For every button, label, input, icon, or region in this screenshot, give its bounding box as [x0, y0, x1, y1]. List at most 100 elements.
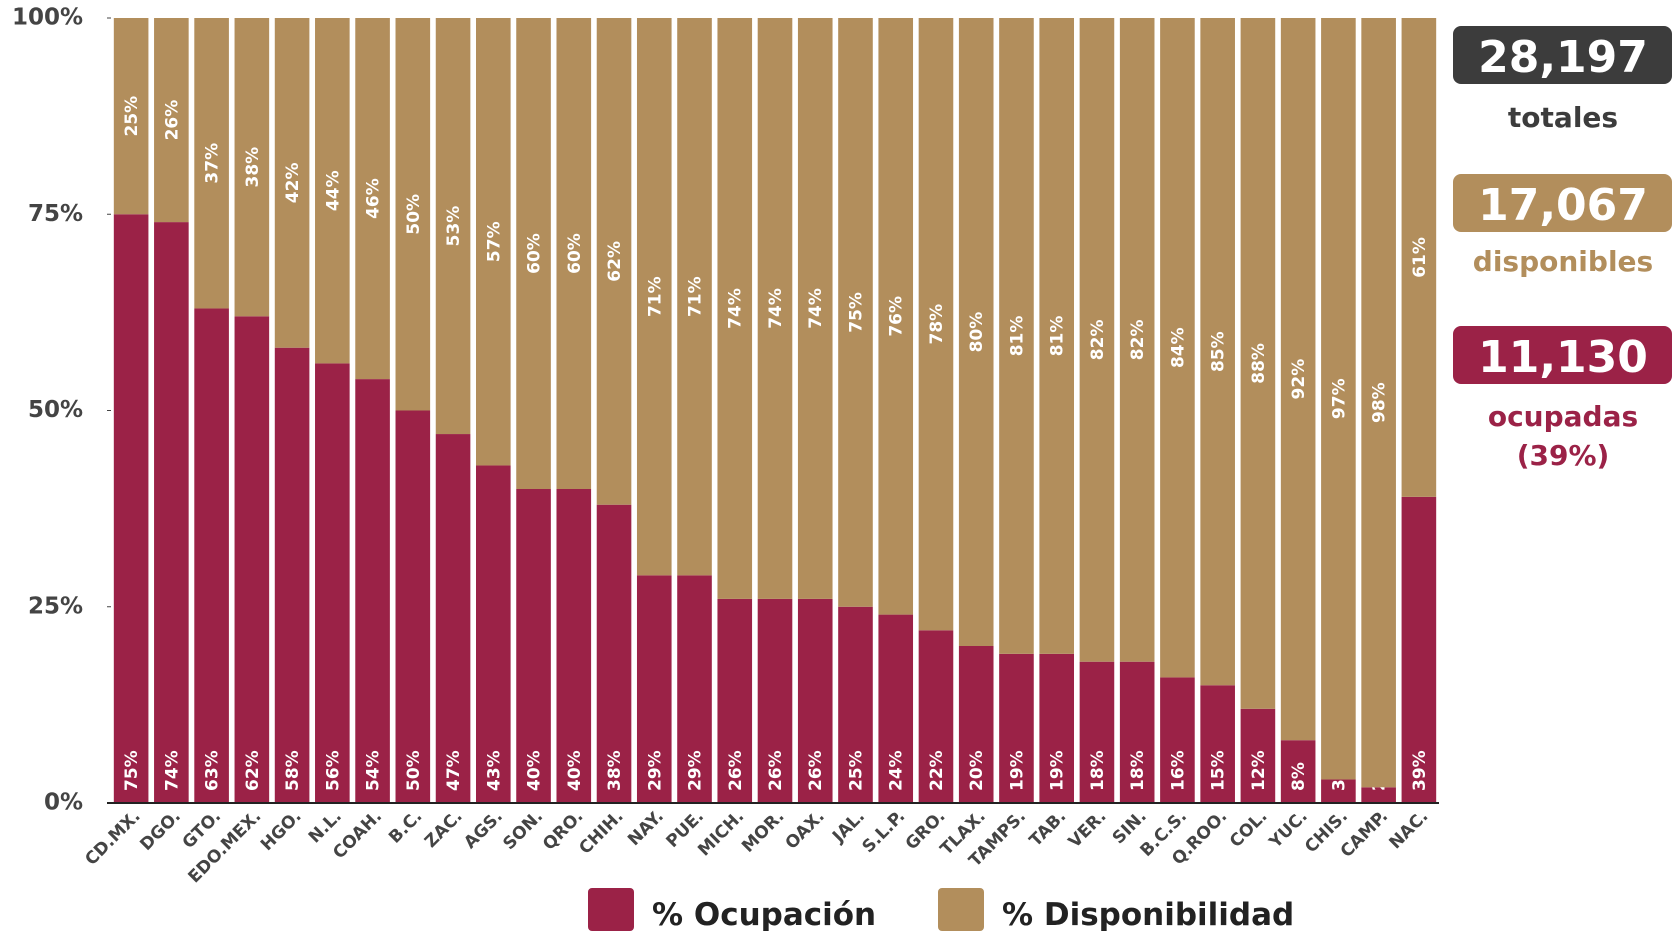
bar-segment — [395, 18, 431, 411]
bar-segment — [1200, 18, 1235, 686]
bar-segment — [717, 18, 753, 599]
summary-caption: totales — [1508, 101, 1618, 134]
summary-box — [1453, 174, 1672, 232]
bar-segment — [838, 18, 873, 607]
x-tick-label: HGO. — [257, 806, 306, 855]
bar-segment — [475, 18, 511, 466]
value-label: 98% — [1370, 382, 1390, 423]
x-tick-label: CHIH. — [575, 806, 627, 858]
x-tick-label: VER. — [1065, 806, 1111, 852]
value-label: 39% — [1410, 750, 1430, 791]
bar-segment — [596, 504, 632, 803]
bar-segment — [234, 316, 270, 803]
value-label: 26% — [766, 750, 786, 791]
value-label: 43% — [484, 750, 504, 791]
bar-segment — [1280, 18, 1316, 741]
value-label: 82% — [1088, 319, 1108, 360]
bar-segment — [838, 606, 873, 803]
value-label: 74% — [726, 288, 746, 329]
bar-segment — [1361, 787, 1396, 803]
bar-segment — [999, 18, 1034, 654]
bar-segment — [636, 575, 672, 803]
value-label: 85% — [1209, 331, 1229, 372]
bar-segment — [274, 18, 310, 348]
bar-segment — [1039, 653, 1075, 803]
summary-value: 28,197 — [1478, 32, 1648, 83]
bar-segment — [556, 489, 592, 803]
value-label: 42% — [283, 162, 303, 203]
value-label: 75% — [846, 292, 866, 333]
bar-segment — [315, 363, 350, 803]
bar-segment — [636, 18, 672, 576]
bar-segment — [757, 598, 793, 803]
bar-segment — [878, 614, 914, 803]
x-tick-label: NAC. — [1386, 806, 1433, 853]
summary-caption: ocupadas — [1488, 400, 1638, 433]
bar-segment — [1079, 661, 1115, 803]
legend-swatch — [588, 888, 634, 931]
value-label: 26% — [726, 750, 746, 791]
bar-segment — [797, 18, 833, 599]
value-label: 20% — [967, 750, 987, 791]
value-label: 18% — [1088, 750, 1108, 791]
bar-segment — [1079, 18, 1115, 662]
value-label: 22% — [927, 750, 947, 791]
summary-caption: disponibles — [1473, 245, 1653, 278]
value-label: 50% — [404, 750, 424, 791]
value-label: 78% — [927, 304, 947, 345]
bar-segment — [1321, 779, 1356, 803]
value-label: 24% — [887, 750, 907, 791]
value-label: 50% — [404, 194, 424, 235]
summary-caption: (39%) — [1517, 439, 1610, 472]
value-label: 62% — [243, 750, 263, 791]
bar-segment — [1119, 18, 1155, 662]
value-label: 74% — [766, 288, 786, 329]
value-label: 74% — [806, 288, 826, 329]
bar-segment — [556, 18, 592, 489]
bar-segment — [958, 646, 994, 803]
summary-value: 11,130 — [1478, 332, 1648, 383]
value-label: 71% — [686, 276, 706, 317]
y-tick-label: 50% — [28, 397, 83, 423]
bar-segment — [1361, 18, 1396, 788]
value-label: 60% — [525, 233, 545, 274]
value-label: 19% — [1048, 750, 1068, 791]
y-tick-label: 100% — [12, 5, 83, 31]
value-label: 58% — [283, 750, 303, 791]
bar-segment — [1039, 18, 1075, 654]
bar-segment — [677, 575, 712, 803]
bar-segment — [1200, 685, 1235, 803]
value-label: 15% — [1209, 750, 1229, 791]
bar-segment — [958, 18, 994, 646]
bar-segment — [1321, 18, 1356, 780]
value-label: 40% — [525, 750, 545, 791]
bar-segment — [355, 18, 390, 380]
value-label: 38% — [605, 750, 625, 791]
x-tick-label: CD.MX. — [81, 806, 144, 869]
value-label: 19% — [1007, 750, 1027, 791]
value-label: 44% — [323, 170, 343, 211]
value-label: 26% — [162, 100, 182, 141]
y-tick-label: 25% — [28, 593, 83, 619]
bar-segment — [355, 379, 390, 803]
bar-segment — [516, 18, 551, 489]
value-label: 8% — [1289, 762, 1309, 791]
value-label: 38% — [243, 147, 263, 188]
legend-label: % Ocupación — [652, 897, 876, 931]
bar-segment — [1401, 496, 1437, 803]
x-tick-label: SON. — [499, 806, 547, 854]
value-label: 18% — [1128, 750, 1148, 791]
bar-segment — [596, 18, 632, 505]
value-label: 53% — [444, 206, 464, 247]
bar-segment — [1160, 677, 1195, 803]
value-label: 75% — [122, 750, 142, 791]
bar-segment — [918, 18, 954, 631]
legend-label: % Disponibilidad — [1002, 897, 1294, 931]
value-label: 74% — [162, 750, 182, 791]
bar-segment — [797, 598, 833, 803]
value-label: 16% — [1168, 750, 1188, 791]
value-label: 54% — [364, 750, 384, 791]
value-label: 25% — [122, 96, 142, 137]
bar-segment — [1160, 18, 1195, 678]
